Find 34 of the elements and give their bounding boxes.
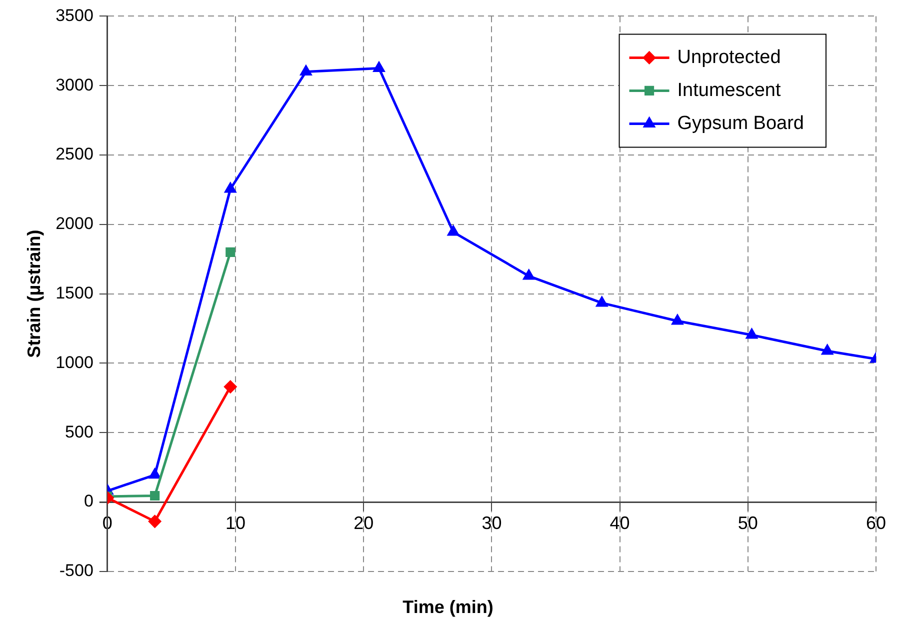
point: [448, 226, 459, 236]
point: [300, 65, 312, 76]
y-tick-label: 1500: [56, 283, 94, 302]
point: [224, 182, 236, 193]
point: [672, 314, 684, 325]
x-tick-label: 10: [226, 512, 246, 533]
point: [523, 270, 534, 280]
y-tick-label: 3500: [56, 6, 94, 25]
y-axis-title: Strain (μstrain): [24, 230, 44, 358]
point: [150, 490, 160, 501]
y-tick-label: 0: [84, 492, 94, 511]
x-tick-label: 40: [610, 512, 630, 533]
y-tick-label: 500: [65, 422, 94, 442]
point: [224, 380, 237, 394]
point: [373, 62, 385, 72]
point: [746, 328, 758, 339]
legend-label: Unprotected: [677, 46, 781, 68]
x-tick-label: 60: [866, 512, 886, 533]
point: [226, 247, 236, 257]
point: [822, 344, 833, 355]
y-tick-label: 2000: [56, 214, 94, 234]
x-tick-label: 20: [354, 512, 374, 533]
y-tick-label: 2500: [56, 144, 94, 164]
legend-label: Intumescent: [677, 80, 782, 101]
x-axis-title: Time (min): [402, 597, 494, 618]
x-tick-label: 30: [482, 512, 502, 533]
legend-label: Gypsum Board: [677, 112, 804, 134]
point: [596, 296, 608, 307]
y-tick-label: 1000: [56, 352, 94, 372]
y-tick-label: 3000: [56, 75, 94, 94]
point: [148, 515, 162, 528]
x-tick-label: 50: [738, 512, 758, 533]
y-tick-label: -500: [59, 561, 94, 580]
point: [149, 468, 160, 479]
